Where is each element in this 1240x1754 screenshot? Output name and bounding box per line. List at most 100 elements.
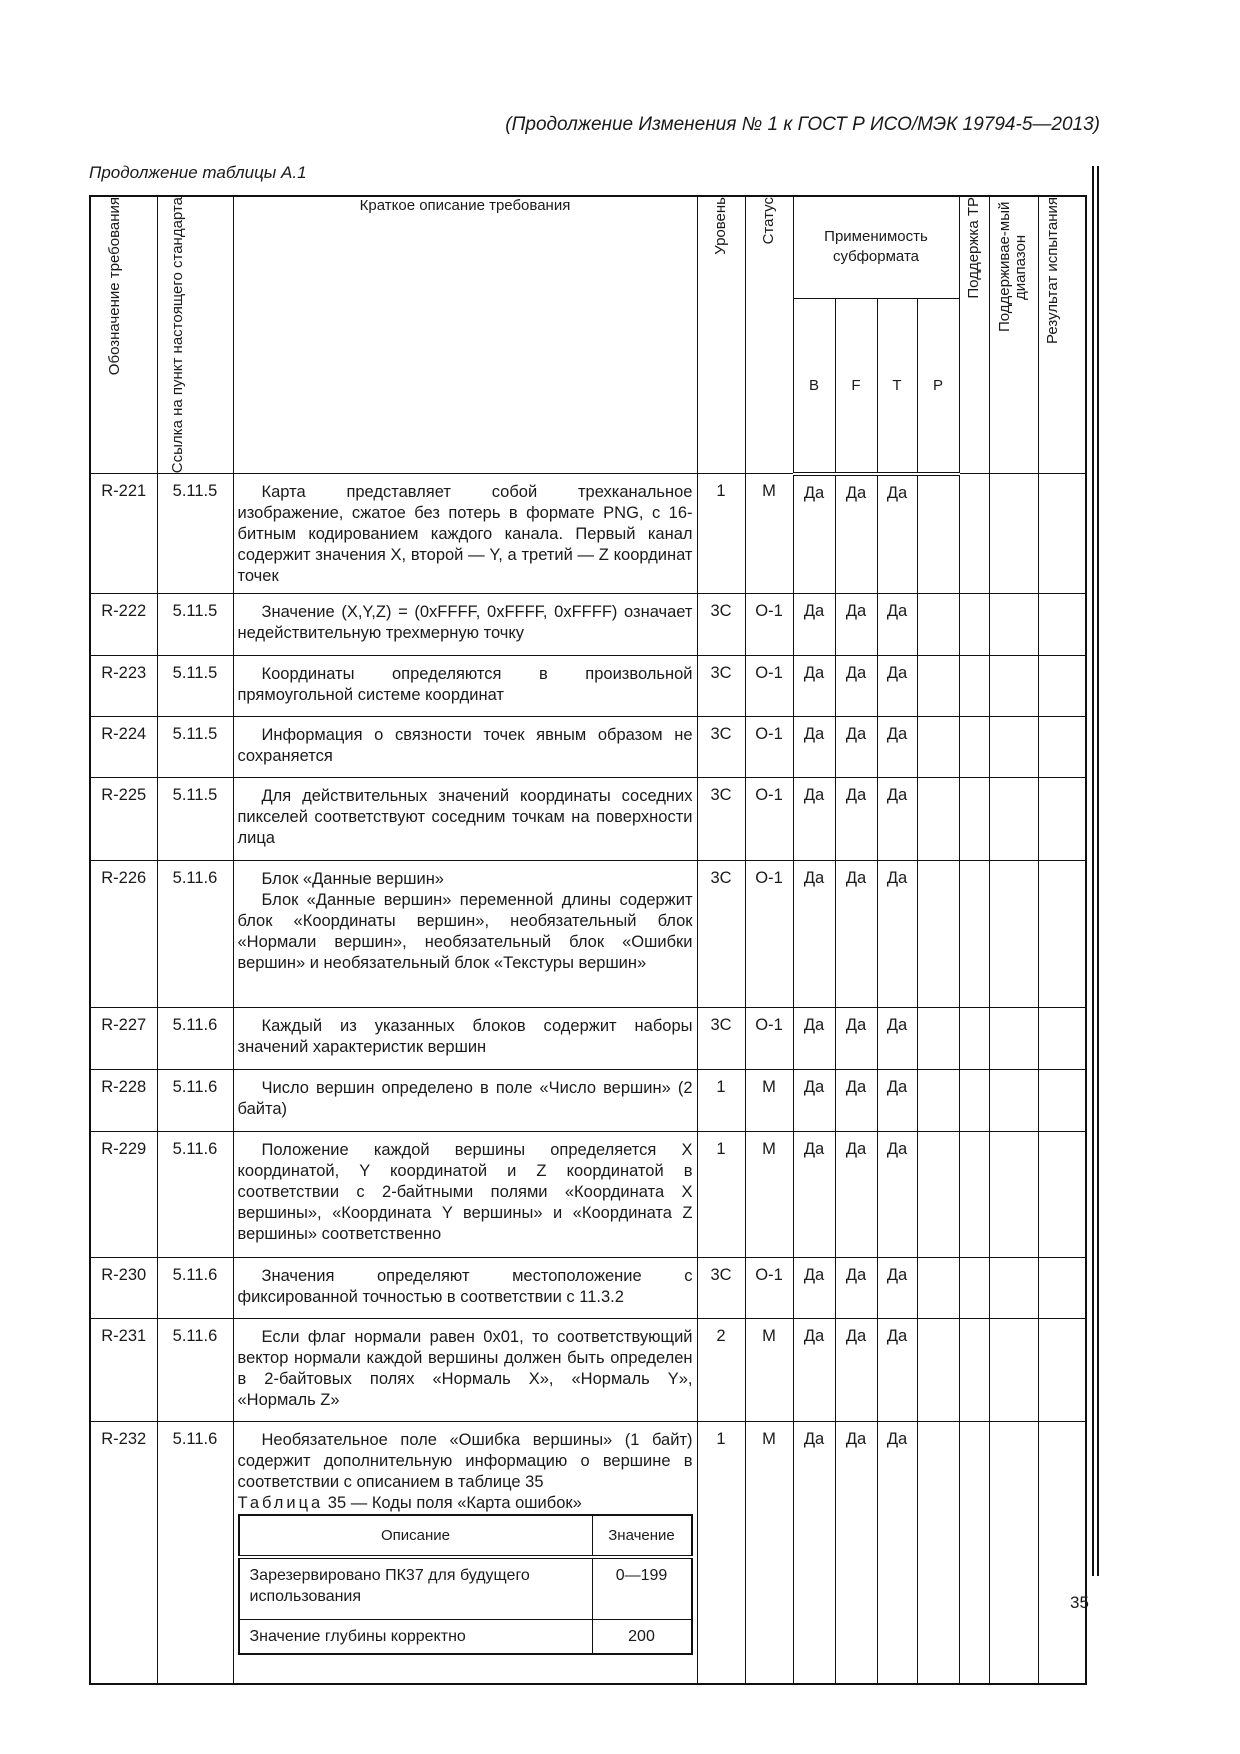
- inner-table-caption-text: 35 — Коды поля «Карта ошибок»: [327, 1494, 582, 1513]
- subformat-t: Да: [876, 716, 918, 779]
- revision-bar: [1092, 166, 1094, 1576]
- subformat-p: [916, 1257, 960, 1320]
- requirement-status: О-1: [744, 655, 794, 718]
- subformat-p: [916, 473, 960, 595]
- requirement-level: 3С: [696, 777, 746, 862]
- standard-reference: 5.11.6: [156, 1318, 234, 1423]
- subformat-b: Да: [792, 1421, 836, 1685]
- requirement-description: Карта представляет собой трехканальное и…: [232, 473, 698, 595]
- test-result: [1037, 593, 1087, 657]
- standard-reference: 5.11.5: [156, 777, 234, 862]
- tp-support: [958, 716, 990, 779]
- requirement-id: R-222: [89, 593, 158, 657]
- requirement-id: R-227: [89, 1007, 158, 1071]
- subformat-t: Да: [876, 593, 918, 657]
- requirement-id: R-228: [89, 1069, 158, 1133]
- subformat-b: Да: [792, 1318, 836, 1423]
- description-paragraph: Координаты определяются в произвольной п…: [237, 665, 693, 705]
- table-body: R-221 5.11.5 Карта представляет собой трех…: [89, 473, 1087, 1685]
- column-header-sub-b: B: [792, 297, 836, 476]
- subformat-f: Да: [834, 1007, 878, 1071]
- requirement-description: Информация о связности точек явным образ…: [232, 716, 698, 779]
- requirement-status: M: [744, 1421, 794, 1685]
- subformat-b: Да: [792, 716, 836, 779]
- column-header-tp-support: Поддержка ТР: [958, 195, 990, 475]
- requirement-level: 1: [696, 1421, 746, 1685]
- requirement-status: О-1: [744, 860, 794, 1009]
- description-paragraph: Число вершин определено в поле «Число ве…: [237, 1079, 693, 1119]
- requirement-id: R-230: [89, 1257, 158, 1320]
- inner-table-header-row: Описание Значение: [238, 1514, 692, 1560]
- requirement-level: 1: [696, 1069, 746, 1133]
- table-continuation-label: Продолжение таблицы А.1: [89, 163, 307, 182]
- subformat-f: Да: [834, 655, 878, 718]
- description-paragraph: Значения определяют местоположение с фик…: [237, 1267, 693, 1307]
- subformat-f: Да: [834, 593, 878, 657]
- requirement-status: О-1: [744, 1257, 794, 1320]
- column-header-text: Краткое описание требования: [359, 197, 571, 214]
- tp-support: [958, 1421, 990, 1685]
- standard-reference: 5.11.6: [156, 1069, 234, 1133]
- description-paragraph: Необязательное поле «Ошибка вершины» (1 …: [237, 1431, 693, 1492]
- revision-bar: [1097, 166, 1099, 1576]
- subformat-b: Да: [792, 593, 836, 657]
- subformat-b: Да: [792, 860, 836, 1009]
- table-row: R-227 5.11.6 Каждый из указанных блоков со…: [89, 1007, 1087, 1071]
- requirement-description: Блок «Данные вершин» Блок «Данные вершин»…: [232, 860, 698, 1009]
- requirement-level: 1: [696, 473, 746, 595]
- column-header-supported-range: Поддерживае-мый диапазон: [988, 195, 1039, 475]
- running-header: (Продолжение Изменения № 1 к ГОСТ Р ИСО/…: [505, 114, 1100, 135]
- description-paragraph: Блок «Данные вершин» переменной длины со…: [237, 891, 693, 973]
- column-header-designation: Обозначение требования: [89, 195, 158, 475]
- column-header-sub-p: P: [916, 297, 960, 476]
- subformat-f: Да: [834, 1069, 878, 1133]
- column-header-text: Статус: [760, 197, 777, 245]
- subformat-f: Да: [834, 777, 878, 862]
- supported-range: [988, 593, 1039, 657]
- table-row: R-231 5.11.6 Если флаг нормали равен 0x01,…: [89, 1318, 1087, 1423]
- tp-support: [958, 1318, 990, 1423]
- table-row: R-223 5.11.5 Координаты определяются в про…: [89, 655, 1087, 718]
- inner-table-header: Описание: [238, 1514, 593, 1560]
- requirement-status: О-1: [744, 716, 794, 779]
- column-header-applicability: Применимость субформата: [792, 195, 960, 299]
- table-row: R-221 5.11.5 Карта представляет собой трех…: [89, 473, 1087, 595]
- description-paragraph: Для действительных значений координаты с…: [237, 787, 693, 848]
- subformat-b: Да: [792, 473, 836, 595]
- requirement-description: Необязательное поле «Ошибка вершины» (1 …: [232, 1421, 698, 1685]
- table-row: R-226 5.11.6 Блок «Данные вершин» Блок «Дан…: [89, 860, 1087, 1009]
- supported-range: [988, 473, 1039, 595]
- standard-reference: 5.11.5: [156, 716, 234, 779]
- requirement-status: О-1: [744, 777, 794, 862]
- supported-range: [988, 1007, 1039, 1071]
- column-header-text: Применимость субформата: [824, 228, 928, 266]
- requirement-level: 3С: [696, 860, 746, 1009]
- subformat-b: Да: [792, 1007, 836, 1071]
- inner-table-description: Значение глубины корректно: [238, 1619, 593, 1655]
- table-row: R-232 5.11.6 Необязательное поле «Ошибка в…: [89, 1421, 1087, 1685]
- inner-table-caption-word: Таблица: [237, 1494, 324, 1513]
- subformat-t: Да: [876, 1318, 918, 1423]
- requirement-id: R-226: [89, 860, 158, 1009]
- requirement-description: Значения определяют местоположение с фик…: [232, 1257, 698, 1320]
- tp-support: [958, 777, 990, 862]
- requirement-id: R-232: [89, 1421, 158, 1685]
- inner-table-row: Значение глубины корректно 200: [238, 1619, 692, 1655]
- subformat-p: [916, 593, 960, 657]
- column-header-status: Статус: [744, 195, 794, 475]
- supported-range: [988, 777, 1039, 862]
- requirement-level: 3С: [696, 593, 746, 657]
- column-header-text: Обозначение требования: [105, 197, 123, 376]
- subformat-p: [916, 1007, 960, 1071]
- tp-support: [958, 1257, 990, 1320]
- table-row: R-229 5.11.6 Положение каждой вершины опре…: [89, 1131, 1087, 1259]
- tp-support: [958, 473, 990, 595]
- supported-range: [988, 1069, 1039, 1133]
- subformat-p: [916, 716, 960, 779]
- inner-table-header: Значение: [591, 1514, 692, 1560]
- requirement-level: 3С: [696, 716, 746, 779]
- subformat-f: Да: [834, 860, 878, 1009]
- subformat-t: Да: [876, 1069, 918, 1133]
- subformat-p: [916, 1069, 960, 1133]
- column-header-sub-t: T: [876, 297, 918, 476]
